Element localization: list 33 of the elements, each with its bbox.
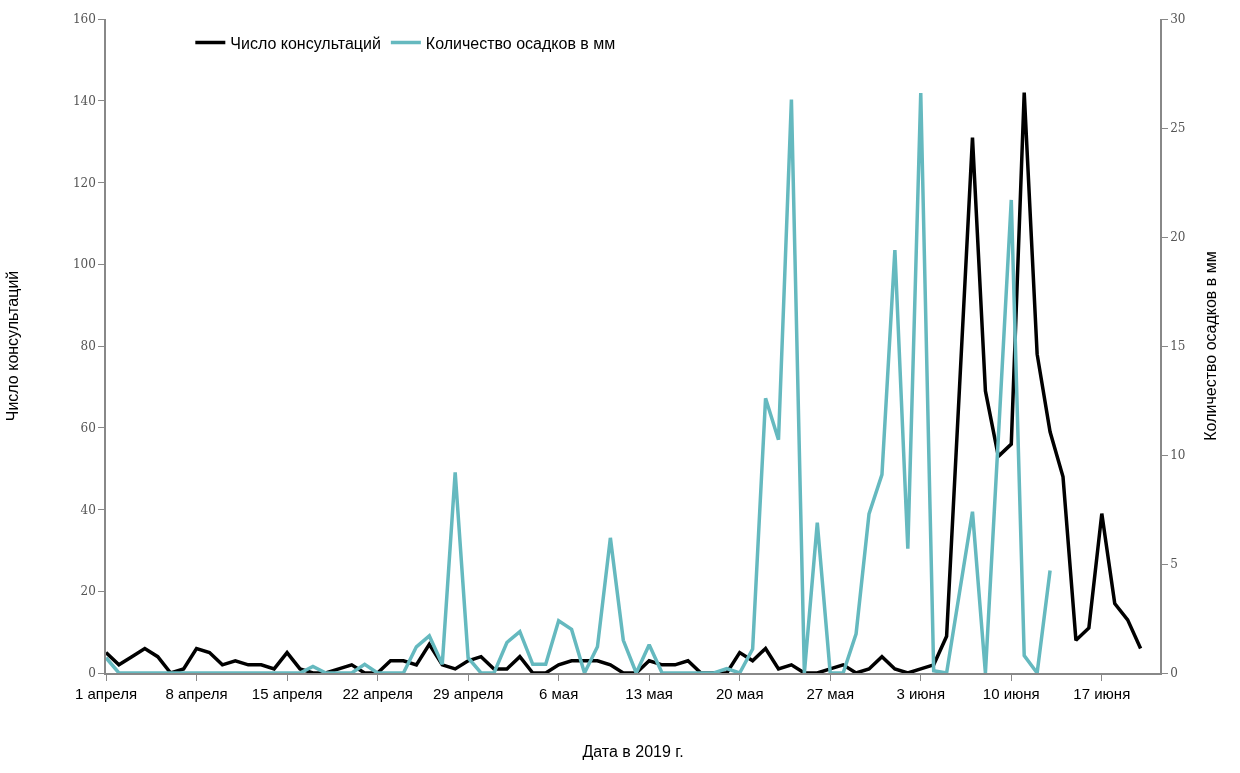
legend-label: Число консультаций bbox=[230, 34, 381, 52]
y-tick-label: 0 bbox=[88, 666, 96, 681]
x-tick-label: 15 апреля bbox=[251, 684, 323, 702]
y-tick-label: 120 bbox=[72, 175, 96, 190]
x-tick-label: 20 мая bbox=[715, 684, 764, 702]
y2-tick-label: 25 bbox=[1170, 121, 1186, 136]
y2-tick-label: 0 bbox=[1170, 666, 1178, 681]
y-tick-label: 160 bbox=[72, 12, 96, 27]
x-tick-label: 6 мая bbox=[538, 684, 579, 702]
x-tick-label: 3 июня bbox=[896, 684, 946, 702]
legend-label: Количество осадков в мм bbox=[425, 34, 616, 52]
y2-axis-title: Количество осадков в мм bbox=[1201, 251, 1219, 441]
y-tick-label: 20 bbox=[80, 584, 96, 599]
x-tick-label: 17 июня bbox=[1073, 684, 1131, 702]
x-tick-label: 1 апреля bbox=[74, 684, 138, 702]
y-tick-label: 80 bbox=[80, 339, 96, 354]
y-axis-title: Число консультаций bbox=[4, 270, 22, 422]
x-tick-label: 10 июня bbox=[982, 684, 1040, 702]
y2-tick-label: 5 bbox=[1170, 557, 1178, 572]
y-tick-label: 40 bbox=[80, 502, 96, 517]
y2-tick-label: 20 bbox=[1170, 230, 1186, 245]
x-axis-title: Дата в 2019 г. bbox=[582, 742, 684, 760]
x-tick-label: 22 апреля bbox=[342, 684, 413, 702]
y2-tick-label: 30 bbox=[1170, 12, 1186, 27]
y2-tick-label: 15 bbox=[1170, 339, 1186, 354]
y-tick-label: 140 bbox=[72, 93, 96, 108]
y2-tick-label: 10 bbox=[1170, 448, 1186, 463]
x-tick-label: 8 апреля bbox=[165, 684, 228, 702]
x-tick-label: 13 мая bbox=[625, 684, 673, 702]
y-tick-label: 60 bbox=[80, 420, 96, 435]
y-tick-label: 100 bbox=[72, 257, 96, 272]
x-tick-label: 29 апреля bbox=[432, 684, 504, 702]
x-tick-label: 27 мая bbox=[806, 684, 855, 702]
